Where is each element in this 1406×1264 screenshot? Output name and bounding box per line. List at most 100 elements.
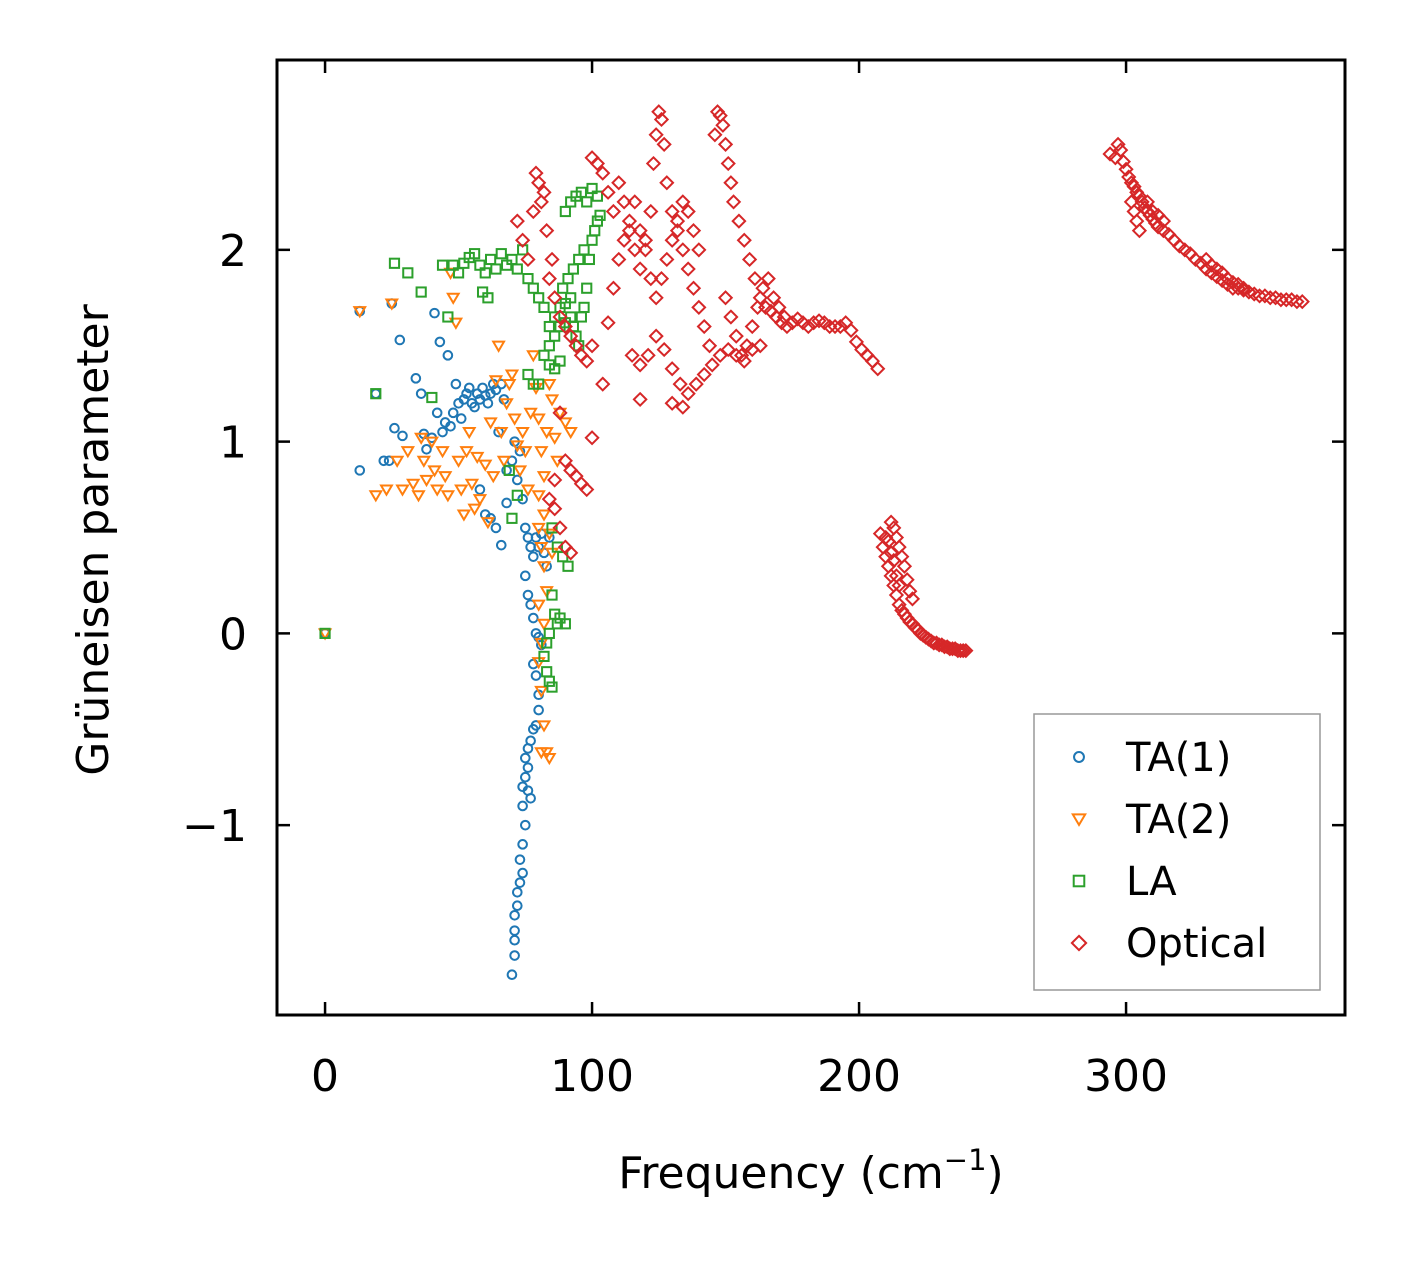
- data-point: [531, 175, 547, 191]
- data-point: [531, 413, 546, 426]
- data-point: [806, 315, 822, 331]
- data-point: [621, 213, 638, 229]
- data-point: [538, 349, 550, 361]
- data-point: [514, 854, 526, 865]
- data-point: [507, 413, 522, 426]
- data-point: [527, 282, 539, 294]
- data-point: [509, 909, 520, 921]
- data-point: [557, 453, 573, 469]
- data-point: [558, 417, 573, 430]
- data-point: [542, 379, 557, 392]
- data-point: [414, 432, 429, 445]
- data-point: [541, 637, 553, 649]
- data-point: [696, 366, 712, 383]
- data-point: [459, 446, 474, 459]
- data-point: [384, 298, 399, 311]
- data-point: [437, 426, 448, 438]
- data-point: [1113, 142, 1129, 158]
- data-point: [586, 234, 598, 246]
- data-point: [400, 446, 415, 459]
- data-point: [616, 232, 632, 248]
- data-point: [704, 357, 720, 373]
- legend-label: Optical: [1126, 921, 1267, 967]
- legend-item: TA(2): [1071, 797, 1231, 843]
- data-point: [563, 426, 578, 440]
- data-point: [640, 347, 656, 363]
- data-point: [1121, 169, 1137, 185]
- data-point: [531, 522, 546, 536]
- data-point: [542, 528, 557, 541]
- data-point: [559, 618, 571, 630]
- data-point: [848, 334, 865, 350]
- data-point: [578, 244, 590, 256]
- data-point: [591, 190, 603, 202]
- data-point: [669, 223, 686, 239]
- data-point: [389, 422, 400, 434]
- data-point: [506, 969, 518, 981]
- data-point: [725, 194, 742, 210]
- y-tick-label: 1: [219, 418, 247, 469]
- data-point: [504, 369, 520, 382]
- data-point: [435, 446, 450, 459]
- data-point: [1251, 288, 1268, 304]
- data-point: [402, 267, 414, 279]
- data-point: [723, 309, 739, 325]
- data-point: [539, 223, 555, 239]
- data-point: [394, 334, 406, 346]
- data-point: [544, 394, 560, 407]
- data-point: [632, 223, 648, 239]
- data-point: [547, 472, 563, 488]
- legend-item: LA: [1072, 859, 1177, 905]
- y-axis-label: Grüneisen parameter: [68, 303, 119, 775]
- data-point: [883, 514, 899, 530]
- data-point: [483, 417, 498, 430]
- data-point: [744, 318, 760, 335]
- legend: TA(1) TA(2) LA Optical: [1033, 713, 1321, 991]
- data-point: [510, 440, 525, 453]
- series-la: [319, 182, 606, 693]
- data-point: [490, 263, 502, 275]
- data-point: [656, 136, 672, 152]
- data-point: [522, 743, 534, 754]
- data-point: [546, 589, 558, 601]
- legend-marker: [1071, 813, 1087, 827]
- data-point: [397, 430, 408, 442]
- legend-item: Optical: [1070, 921, 1267, 967]
- data-point: [675, 194, 691, 210]
- data-point: [643, 203, 659, 220]
- legend-marker: [1072, 874, 1086, 888]
- data-point: [1131, 188, 1148, 204]
- data-point: [515, 426, 530, 440]
- data-point: [434, 336, 446, 348]
- legend-label: TA(1): [1125, 735, 1231, 781]
- data-point: [886, 552, 902, 569]
- data-point: [448, 317, 464, 330]
- data-point: [456, 509, 472, 522]
- data-point: [511, 263, 523, 275]
- data-point: [563, 545, 579, 561]
- data-point: [1155, 213, 1172, 229]
- data-point: [496, 455, 512, 468]
- data-point: [664, 395, 680, 411]
- data-point: [531, 490, 546, 503]
- data-point: [526, 350, 541, 363]
- data-point: [539, 586, 554, 599]
- data-point: [468, 248, 481, 260]
- data-point: [902, 583, 918, 599]
- data-point: [520, 570, 531, 582]
- data-point: [522, 762, 534, 773]
- data-point: [680, 261, 696, 277]
- data-point: [637, 242, 654, 258]
- data-point: [462, 426, 477, 440]
- data-point: [455, 413, 467, 424]
- data-point: [406, 478, 421, 491]
- data-point: [594, 209, 606, 221]
- series-ta-2-: [317, 267, 578, 766]
- data-point: [843, 322, 859, 339]
- data-point: [511, 489, 523, 501]
- data-point: [648, 290, 664, 306]
- data-point: [624, 347, 640, 363]
- data-point: [536, 471, 552, 484]
- plot-frame: [275, 58, 1347, 1017]
- data-point: [645, 155, 662, 172]
